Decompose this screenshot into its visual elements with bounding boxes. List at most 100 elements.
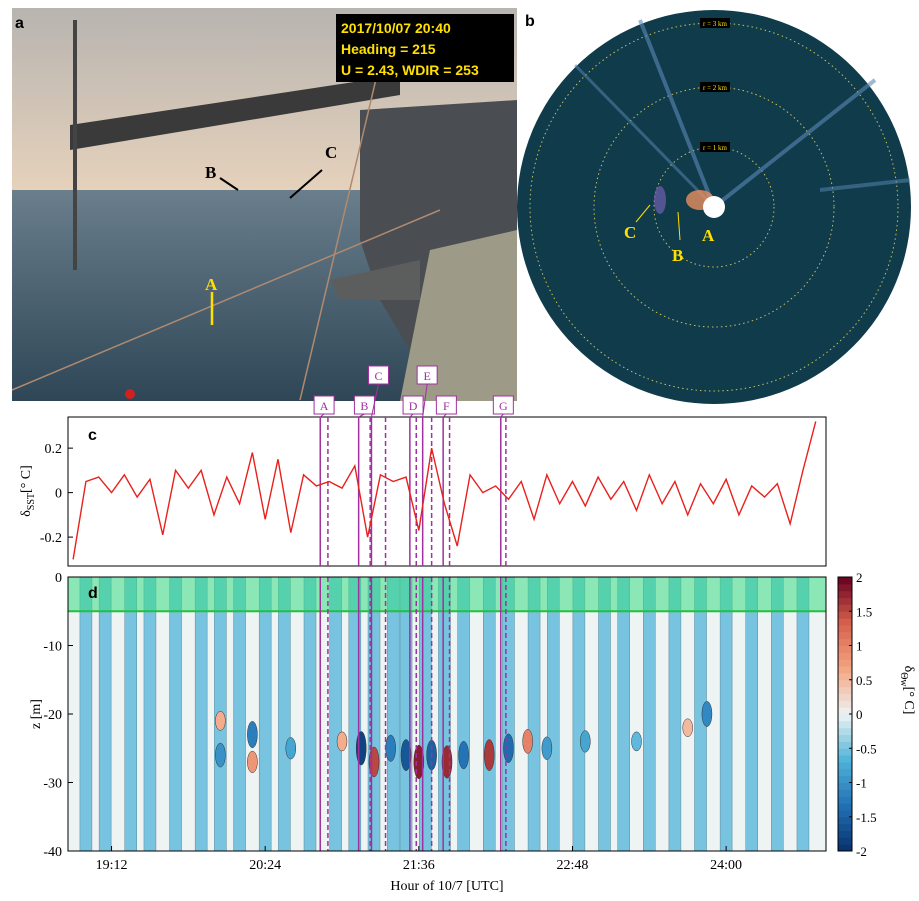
anomaly: [247, 721, 257, 747]
y-tick-label: 0: [55, 487, 62, 502]
colorbar-step: [838, 796, 852, 803]
radar-label: A: [702, 226, 715, 245]
colorbar-step: [838, 687, 852, 694]
colorbar-tick-label: -1: [856, 776, 867, 791]
stripe: [598, 577, 610, 851]
x-axis-label: Hour of 10/7 [UTC]: [390, 879, 503, 894]
panel-letter: c: [88, 427, 97, 444]
stripe: [234, 577, 246, 851]
photo-label: C: [325, 143, 337, 162]
colorbar-step: [838, 646, 852, 653]
anomaly: [542, 737, 552, 760]
colorbar-step: [838, 721, 852, 728]
stripe: [669, 577, 681, 851]
event-label: A: [320, 399, 329, 413]
colorbar-step: [838, 817, 852, 824]
colorbar-step: [838, 591, 852, 598]
y-tick-label: -10: [43, 640, 62, 655]
stripe: [125, 577, 137, 851]
event-label: G: [499, 399, 508, 413]
anomaly: [386, 735, 396, 761]
stripe: [502, 577, 514, 851]
anomaly: [683, 719, 693, 737]
colorbar-step: [838, 666, 852, 673]
colorbar-step: [838, 693, 852, 700]
ring-label: r = 1 km: [703, 144, 728, 152]
photo-label: B: [205, 163, 216, 182]
colorbar-step: [838, 604, 852, 611]
anomaly: [580, 731, 590, 753]
panel-letter: a: [15, 15, 24, 32]
event-label: E: [423, 369, 430, 383]
colorbar-tick-label: -0.5: [856, 741, 877, 756]
anomaly: [215, 711, 225, 730]
colorbar-step: [838, 598, 852, 605]
colorbar-tick-label: 1: [856, 639, 863, 654]
colorbar-step: [838, 830, 852, 837]
x-tick-label: 24:00: [710, 858, 742, 873]
y-tick-label: -0.2: [40, 531, 62, 546]
stripe: [304, 577, 316, 851]
colorbar-step: [838, 824, 852, 831]
stripe: [528, 577, 540, 851]
stripe: [170, 577, 182, 851]
y-tick-label: -20: [43, 708, 62, 723]
event-label: C: [374, 369, 382, 383]
anomaly: [503, 734, 513, 763]
colorbar-step: [838, 680, 852, 687]
anomaly: [337, 732, 347, 751]
anomaly: [215, 743, 225, 767]
stripe: [720, 577, 732, 851]
radar-label: C: [624, 223, 636, 242]
label-part: SST: [26, 493, 37, 510]
y-tick-label: 0.2: [45, 442, 63, 457]
x-tick-label: 21:36: [403, 858, 435, 873]
y-axis-label: δSST[° C]: [19, 465, 37, 517]
event-label: F: [443, 399, 450, 413]
info-text: 2017/10/07 20:40: [341, 20, 451, 36]
anomaly: [484, 740, 494, 771]
colorbar-tick-label: -2: [856, 844, 867, 859]
figure: a 2017/10/07 20:40 Heading = 215 U = 2.4…: [0, 0, 919, 896]
colorbar-step: [838, 673, 852, 680]
label-part: [° C]: [901, 687, 916, 715]
panel-letter: b: [525, 13, 535, 30]
colorbar-step: [838, 748, 852, 755]
colorbar-step: [838, 789, 852, 796]
x-tick-label: 22:48: [557, 858, 589, 873]
stripe: [797, 577, 809, 851]
stripe: [458, 577, 470, 851]
stripe: [438, 577, 450, 851]
stripe: [99, 577, 111, 851]
sst-line: [73, 421, 816, 559]
info-text: U = 2.43, WDIR = 253: [341, 62, 479, 78]
anomaly: [523, 729, 533, 753]
stripe: [618, 577, 630, 851]
radar-label: B: [672, 246, 683, 265]
colorbar-step: [838, 639, 852, 646]
colorbar-step: [838, 762, 852, 769]
anomaly: [702, 701, 712, 726]
stripe: [259, 577, 271, 851]
colorbar-step: [838, 769, 852, 776]
anomaly: [247, 751, 257, 773]
y-tick-label: -30: [43, 777, 62, 792]
plot-area: [68, 417, 826, 566]
anomaly: [459, 741, 469, 769]
colorbar-step: [838, 735, 852, 742]
stripe: [387, 577, 399, 851]
anomaly: [356, 731, 366, 765]
colorbar-step: [838, 714, 852, 721]
colorbar-step: [838, 577, 852, 584]
photo-label: A: [205, 275, 218, 294]
stripe: [144, 577, 156, 851]
stripe: [419, 577, 431, 851]
event-label: B: [360, 399, 368, 413]
colorbar-tick-label: 0.5: [856, 673, 872, 688]
stripe: [80, 577, 92, 851]
info-text: Heading = 215: [341, 41, 436, 57]
x-tick-label: 19:12: [96, 858, 128, 873]
colorbar-tick-label: 2: [856, 570, 863, 585]
stripe: [573, 577, 585, 851]
stripe: [330, 577, 342, 851]
